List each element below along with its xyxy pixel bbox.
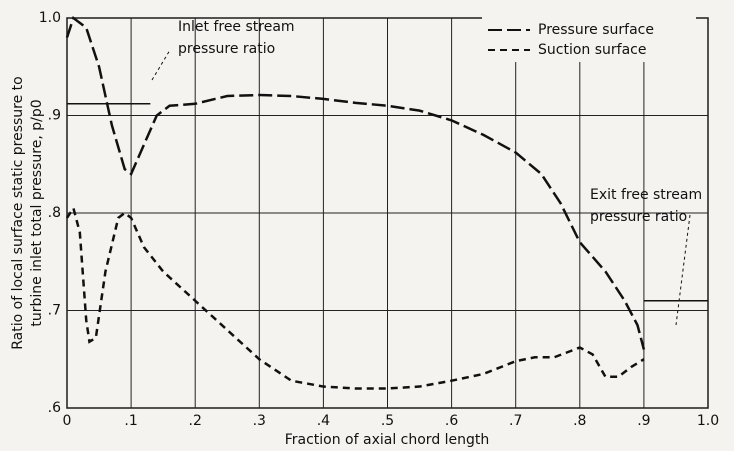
legend-label: Pressure surface xyxy=(538,22,654,38)
x-tick-label: .3 xyxy=(253,413,266,429)
legend-box xyxy=(482,16,696,62)
y-tick-label: .6 xyxy=(48,400,61,416)
y-tick-label: .7 xyxy=(48,303,61,319)
x-tick-label: .7 xyxy=(509,413,522,429)
x-tick-label: .5 xyxy=(381,413,394,429)
annotation: Inlet free stream xyxy=(178,19,295,35)
y-axis-label: Ratio of local surface static pressure t… xyxy=(10,76,26,349)
x-tick-label: .4 xyxy=(317,413,330,429)
leader-line xyxy=(151,49,171,81)
annotation: pressure ratio xyxy=(178,41,275,57)
x-tick-label: 1.0 xyxy=(697,413,719,429)
y-tick-label: .8 xyxy=(48,205,61,221)
x-tick-label: .1 xyxy=(124,413,137,429)
y-tick-label: 1.0 xyxy=(39,10,61,26)
x-tick-label: .9 xyxy=(637,413,650,429)
leader-line xyxy=(675,214,691,326)
annotation: Exit free stream xyxy=(590,187,702,203)
annotation: pressure ratio xyxy=(590,209,687,225)
x-tick-label: .2 xyxy=(189,413,202,429)
series-line xyxy=(65,205,645,390)
x-tick-label: .8 xyxy=(573,413,586,429)
x-axis-label: Fraction of axial chord length xyxy=(285,432,490,448)
series-line xyxy=(65,15,646,350)
x-tick-label: .6 xyxy=(445,413,458,429)
y-tick-label: .9 xyxy=(48,108,61,124)
legend-label: Suction surface xyxy=(538,42,646,58)
x-tick-label: 0 xyxy=(63,413,72,429)
y-axis-label: turbine inlet total pressure, p/p0 xyxy=(29,99,45,326)
